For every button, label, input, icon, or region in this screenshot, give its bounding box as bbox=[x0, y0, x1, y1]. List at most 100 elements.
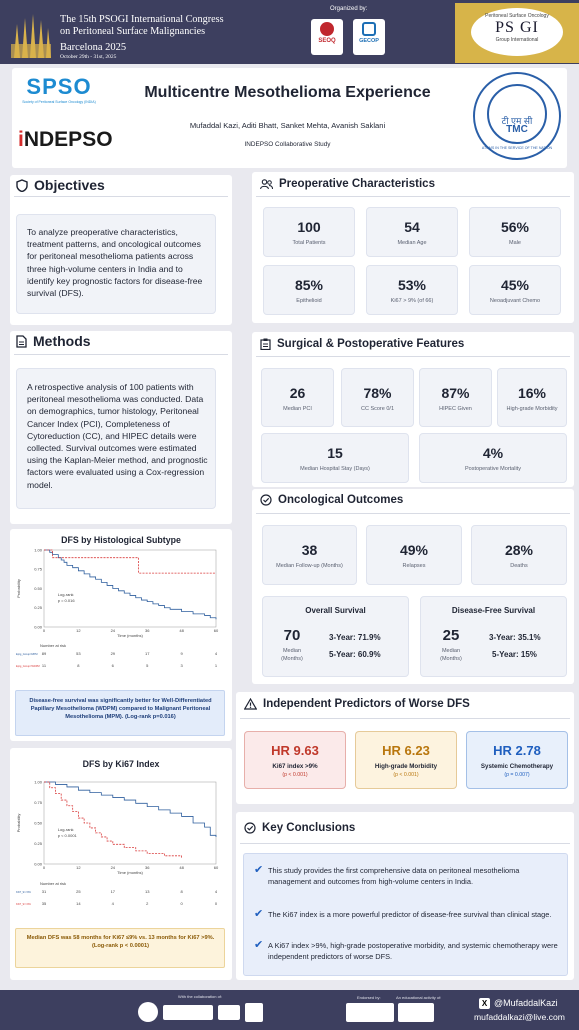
stat-label: Epithelioid bbox=[296, 298, 322, 304]
shield-icon bbox=[16, 178, 28, 192]
risk-count: 8 bbox=[180, 889, 183, 894]
plot-frame bbox=[43, 781, 217, 865]
dfs-box bbox=[420, 596, 567, 677]
surgical-stat-5: 4% Postoperative Mortality bbox=[419, 445, 567, 472]
preop-stat-3-box bbox=[263, 265, 355, 315]
endorser-logo bbox=[346, 1003, 394, 1022]
risk-count: 25 bbox=[76, 889, 81, 894]
risk-count: 17 bbox=[145, 651, 150, 656]
dfs-5yr: 5-Year: 15% bbox=[492, 650, 537, 659]
gecop-logo: GECOP bbox=[353, 19, 385, 55]
preop-stat-0: 100 Total Patients bbox=[263, 219, 355, 246]
risk-count: 29 bbox=[111, 651, 116, 656]
stat-value: 4% bbox=[482, 445, 504, 461]
partner-logo-1 bbox=[138, 1002, 158, 1022]
predictor-label: High-grade Morbidity bbox=[374, 763, 438, 770]
preop-stat-1-box bbox=[366, 207, 458, 257]
sagrada-familia-icon bbox=[11, 14, 51, 58]
x-axis-label: Time (months) bbox=[117, 633, 143, 638]
stat-value: 15 bbox=[327, 445, 343, 461]
y-axis-label: Probability bbox=[16, 579, 21, 598]
divider bbox=[14, 196, 228, 197]
x-tick-label: 36 bbox=[145, 628, 150, 633]
preop-stat-2: 56% Male bbox=[469, 219, 561, 246]
predictor-label: Systemic Chemotherapy bbox=[480, 763, 554, 770]
predictor-2: HR 2.78 Systemic Chemotherapy (p = 0.007) bbox=[466, 731, 568, 789]
stat-value: 56% bbox=[500, 219, 530, 235]
risk-count: 3 bbox=[180, 663, 183, 668]
onc-stat-0: 38 Median Follow-up (Months) bbox=[262, 542, 357, 569]
os-5yr: 5-Year: 60.9% bbox=[329, 650, 381, 659]
preop-stat-2-box bbox=[469, 207, 561, 257]
divider bbox=[14, 354, 228, 355]
log-rank-annotation: Log-rank bbox=[58, 592, 74, 597]
objectives-heading: Objectives bbox=[16, 177, 105, 193]
divider bbox=[256, 196, 570, 197]
risk-count: 53 bbox=[76, 651, 81, 656]
stat-value: 100 bbox=[297, 219, 321, 235]
stat-label: CC Score 0/1 bbox=[360, 405, 394, 412]
methods-box bbox=[16, 368, 216, 509]
risk-count: 11 bbox=[42, 663, 47, 668]
chart2-caption-box bbox=[15, 928, 225, 968]
footer-bar bbox=[0, 990, 579, 1030]
y-axis-label: Probability bbox=[16, 814, 21, 833]
email-address[interactable]: mufaddalkazi@live.com bbox=[474, 1012, 565, 1022]
stat-label: Median PCI bbox=[283, 405, 312, 412]
onc-stat-0-box bbox=[262, 525, 357, 585]
surgical-stat-0-box bbox=[261, 368, 334, 427]
x-tick-label: 48 bbox=[179, 865, 184, 870]
risk-row-label: Ki67_9=<9% bbox=[16, 890, 32, 894]
predictor-label: Ki67 index >9% bbox=[272, 763, 318, 770]
log-rank-annotation: p < 0.0001 bbox=[58, 833, 78, 838]
dfs-title: Disease-Free Survival bbox=[451, 606, 536, 615]
x-tick-label: 0 bbox=[43, 865, 46, 870]
stat-value: 49% bbox=[399, 542, 429, 558]
y-tick-label: 0.75 bbox=[34, 800, 43, 805]
stat-value: 16% bbox=[517, 384, 547, 401]
stat-value: 85% bbox=[294, 277, 324, 293]
study-group: INDEPSO Collaborative Study bbox=[244, 141, 331, 148]
divider bbox=[256, 513, 570, 514]
preop-stat-0-box bbox=[263, 207, 355, 257]
check-icon: ✔ bbox=[254, 939, 264, 951]
endorsed-label: Endorsed by: bbox=[357, 995, 381, 1000]
x-tick-label: 24 bbox=[111, 628, 116, 633]
km-curve-1 bbox=[44, 781, 182, 859]
chart1-caption-box bbox=[15, 690, 225, 736]
onc-stat-2-box bbox=[471, 525, 567, 585]
divider bbox=[240, 843, 570, 844]
oncological-heading: Oncological Outcomes bbox=[260, 494, 403, 506]
chart1-caption: Disease-free survival was significantly … bbox=[29, 698, 212, 720]
preop-stat-4: 53% Ki67 > 9% (of 66) bbox=[366, 277, 458, 304]
stat-value: 38 bbox=[301, 542, 318, 558]
risk-table-title: Number at risk bbox=[40, 881, 66, 886]
stat-label: Median Follow-up (Months) bbox=[276, 563, 343, 569]
onc-stat-2: 28% Deaths bbox=[471, 542, 567, 569]
os-box bbox=[262, 596, 409, 677]
twitter-handle[interactable]: @MufaddalKazi bbox=[494, 998, 558, 1008]
x-tick-label: 36 bbox=[145, 865, 150, 870]
risk-count: 6 bbox=[112, 663, 115, 668]
conclusions-box bbox=[243, 853, 568, 976]
stat-value: 87% bbox=[441, 384, 470, 401]
indepso-logo: iNDEPSO bbox=[18, 128, 113, 151]
x-tick-label: 12 bbox=[76, 865, 81, 870]
spso-logo: SPSO Society of Peritoneal Surface Oncol… bbox=[22, 74, 96, 104]
clipboard-icon bbox=[260, 338, 271, 350]
stat-label: Postoperative Mortality bbox=[465, 466, 521, 472]
y-tick-label: 0.75 bbox=[34, 567, 43, 572]
partner-logo-2 bbox=[163, 1005, 213, 1020]
y-tick-label: 0.50 bbox=[34, 820, 43, 825]
risk-count: 4 bbox=[215, 889, 218, 894]
y-tick-label: 0.00 bbox=[34, 861, 43, 866]
log-rank-annotation: p = 0.016 bbox=[58, 598, 76, 603]
dfs-3yr: 3-Year: 35.1% bbox=[489, 633, 541, 642]
surgical-stat-3: 16% High-grade Morbidity bbox=[497, 385, 567, 412]
dfs-median-label: Median (Months) bbox=[440, 648, 462, 662]
chart2-caption: Median DFS was 58 months for Ki67 ≤9% vs… bbox=[26, 935, 215, 949]
y-tick-label: 0.25 bbox=[34, 605, 43, 610]
onc-stat-1-box bbox=[366, 525, 462, 585]
risk-row-label: Eptg_Group=WDPM bbox=[16, 664, 40, 668]
